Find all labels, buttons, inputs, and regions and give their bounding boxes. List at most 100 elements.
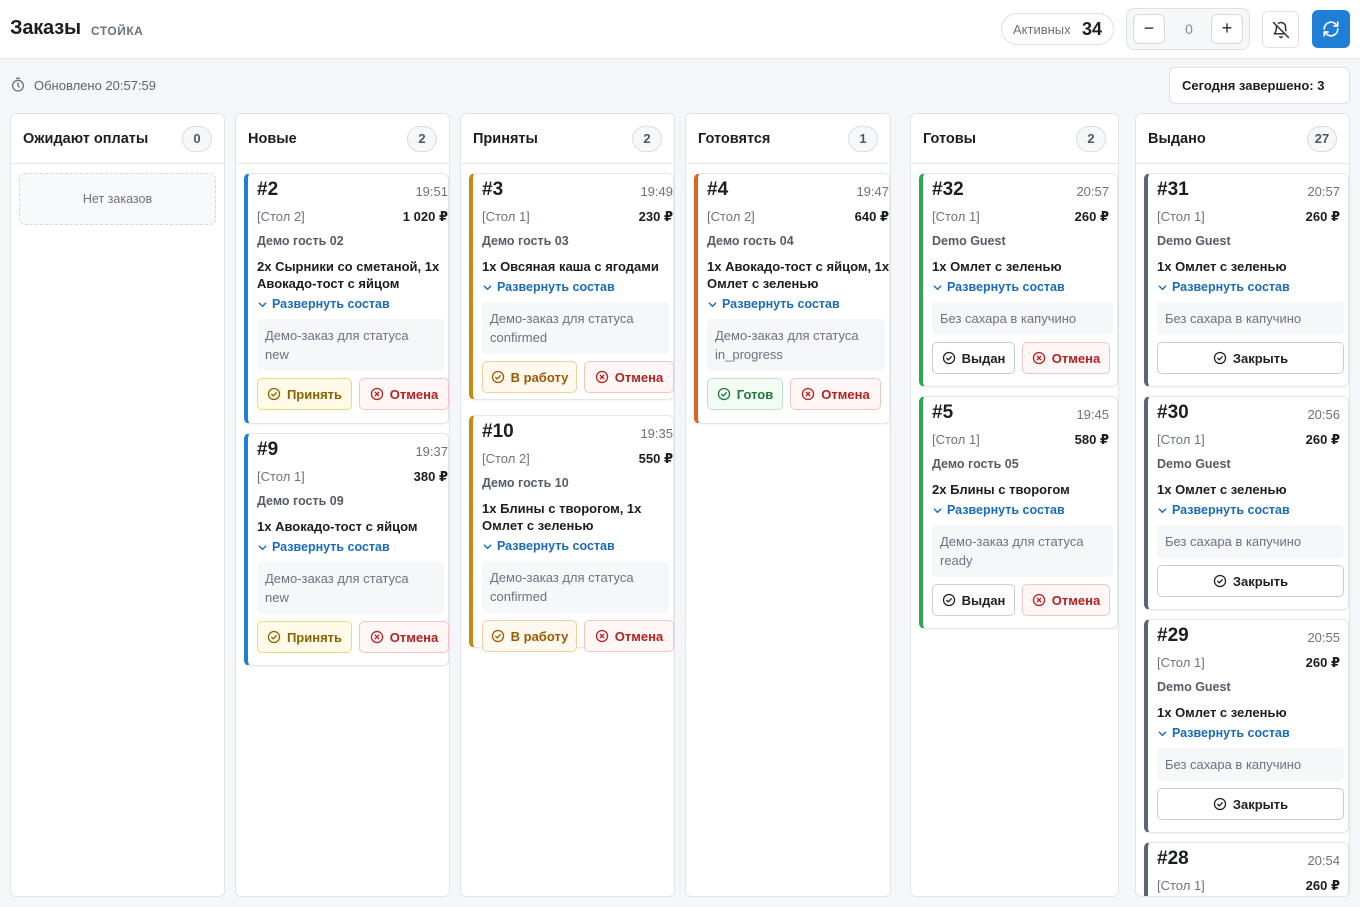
order-card[interactable]: #4 19:47 [Стол 2] 640 ₽ Демо гость 04 1x Авок…	[694, 173, 890, 424]
primary-action-button[interactable]: Принять	[257, 378, 352, 410]
decrement-button[interactable]: −	[1133, 14, 1165, 44]
order-card[interactable]: #29 20:55 [Стол 1] 260 ₽ Demo Guest 1x Омлет …	[1144, 619, 1349, 833]
table-label: [Стол 1]	[1157, 655, 1205, 670]
cancel-label: Отмена	[389, 629, 439, 645]
table-label: [Стол 1]	[1157, 878, 1205, 893]
column-count-badge: 2	[1076, 126, 1106, 152]
close-order-button[interactable]: Закрыть	[1157, 788, 1344, 820]
order-card[interactable]: #31 20:57 [Стол 1] 260 ₽ Demo Guest 1x Омлет …	[1144, 173, 1349, 387]
expand-items-link[interactable]: Развернуть состав	[932, 280, 1065, 294]
guest-name: Демо гость 04	[707, 234, 794, 248]
expand-items-link[interactable]: Развернуть состав	[932, 503, 1065, 517]
guest-name: Демо гость 03	[482, 234, 569, 248]
check-circle-icon	[1213, 797, 1227, 811]
primary-action-button[interactable]: Готов	[707, 378, 783, 410]
order-time: 19:35	[640, 426, 673, 441]
order-number: #3	[482, 179, 504, 200]
check-circle-icon	[717, 387, 731, 401]
order-number: #30	[1157, 402, 1189, 423]
order-time: 20:57	[1307, 184, 1340, 199]
close-order-button[interactable]: Закрыть	[1157, 342, 1344, 374]
expand-items-link[interactable]: Развернуть состав	[1157, 280, 1290, 294]
order-number: #28	[1157, 848, 1189, 869]
expand-items-link[interactable]: Развернуть состав	[707, 297, 840, 311]
x-circle-icon	[370, 387, 384, 401]
order-card[interactable]: #5 19:45 [Стол 1] 580 ₽ Демо гость 05 2x Блин…	[919, 396, 1118, 629]
refresh-button[interactable]	[1312, 10, 1350, 48]
completed-today-badge: Сегодня завершено: 3	[1169, 67, 1350, 104]
column-header: Выдано 27	[1136, 114, 1349, 164]
order-price: 580 ₽	[1074, 432, 1109, 447]
refresh-icon	[1322, 20, 1340, 38]
cancel-label: Отмена	[821, 386, 870, 402]
order-note: Демо-заказ для статуса confirmed	[482, 302, 669, 354]
check-circle-icon	[491, 629, 505, 643]
order-card[interactable]: #2 19:51 [Стол 2] 1 020 ₽ Демо гость 02 2x Сы…	[244, 173, 449, 424]
cancel-button[interactable]: Отмена	[1022, 342, 1110, 374]
order-card[interactable]: #32 20:57 [Стол 1] 260 ₽ Demo Guest 1x Омлет …	[919, 173, 1118, 387]
cancel-button[interactable]: Отмена	[1022, 584, 1110, 616]
primary-action-button[interactable]: Выдан	[932, 342, 1015, 374]
primary-action-label: Принять	[286, 386, 343, 402]
order-card[interactable]: #3 19:49 [Стол 1] 230 ₽ Демо гость 03 1x Овся…	[469, 173, 674, 400]
order-card[interactable]: #28 20:54 [Стол 1] 260 ₽	[1144, 842, 1349, 896]
close-order-button[interactable]: Закрыть	[1157, 565, 1344, 597]
active-orders-count: 34	[1082, 19, 1103, 39]
table-label: [Стол 1]	[932, 209, 980, 224]
guest-name: Демо гость 10	[482, 476, 569, 490]
order-price: 260 ₽	[1074, 209, 1109, 224]
chevron-down-icon	[482, 541, 493, 552]
cancel-button[interactable]: Отмена	[359, 621, 449, 653]
order-price: 260 ₽	[1305, 878, 1340, 893]
expand-items-link[interactable]: Развернуть состав	[1157, 503, 1290, 517]
primary-action-label: Выдан	[961, 592, 1006, 608]
primary-action-button[interactable]: Выдан	[932, 584, 1015, 616]
mute-notifications-button[interactable]	[1262, 11, 1299, 48]
expand-items-link[interactable]: Развернуть состав	[1157, 726, 1290, 740]
order-card[interactable]: #30 20:56 [Стол 1] 260 ₽ Demo Guest 1x Омлет …	[1144, 396, 1349, 610]
stepper-value[interactable]: 0	[1185, 21, 1193, 37]
order-time: 19:49	[640, 184, 673, 199]
order-note: Демо-заказ для статуса confirmed	[482, 561, 669, 613]
column-count-badge: 27	[1307, 126, 1337, 152]
guest-name: Демо гость 09	[257, 494, 344, 508]
cancel-label: Отмена	[1051, 592, 1101, 608]
order-note: Демо-заказ для статуса new	[257, 562, 444, 614]
order-card[interactable]: #10 19:35 [Стол 2] 550 ₽ Демо гость 10 1x Бли…	[469, 415, 674, 652]
cancel-button[interactable]: Отмена	[790, 378, 881, 410]
chevron-down-icon	[257, 542, 268, 553]
primary-action-label: Принять	[286, 629, 343, 645]
order-number: #4	[707, 179, 729, 200]
cancel-button[interactable]: Отмена	[359, 378, 449, 410]
expand-items-label: Развернуть состав	[497, 539, 615, 553]
order-price: 230 ₽	[638, 209, 673, 224]
expand-items-label: Развернуть состав	[1172, 726, 1290, 740]
order-price: 260 ₽	[1305, 655, 1340, 670]
increment-button[interactable]: +	[1211, 14, 1243, 44]
cancel-button[interactable]: Отмена	[584, 620, 674, 652]
order-card[interactable]: #9 19:37 [Стол 1] 380 ₽ Демо гость 09 1x Авок…	[244, 433, 449, 666]
column-count-badge: 1	[848, 126, 878, 152]
primary-action-button[interactable]: Принять	[257, 621, 352, 653]
column-title: Выдано	[1148, 131, 1206, 147]
expand-items-link[interactable]: Развернуть состав	[482, 539, 615, 553]
primary-action-button[interactable]: В работу	[482, 620, 577, 652]
order-time: 20:57	[1076, 184, 1109, 199]
expand-items-link[interactable]: Развернуть состав	[482, 280, 615, 294]
order-items: 1x Омлет с зеленью	[1157, 259, 1287, 274]
order-time: 20:56	[1307, 407, 1340, 422]
primary-action-button[interactable]: В работу	[482, 361, 577, 393]
expand-items-label: Развернуть состав	[947, 280, 1065, 294]
bell-off-icon	[1272, 21, 1290, 39]
close-order-label: Закрыть	[1232, 350, 1289, 366]
chevron-down-icon	[707, 299, 718, 310]
column-count-badge: 2	[407, 126, 437, 152]
order-price: 380 ₽	[413, 469, 448, 484]
order-price: 1 020 ₽	[402, 209, 448, 224]
x-circle-icon	[595, 370, 609, 384]
order-note: Демо-заказ для статуса new	[257, 319, 444, 371]
expand-items-link[interactable]: Развернуть состав	[257, 540, 390, 554]
column-new: Новые 2 #2 19:51 [Стол 2] 1 020 ₽ Демо гость 0…	[235, 113, 450, 897]
cancel-button[interactable]: Отмена	[584, 361, 674, 393]
expand-items-link[interactable]: Развернуть состав	[257, 297, 390, 311]
